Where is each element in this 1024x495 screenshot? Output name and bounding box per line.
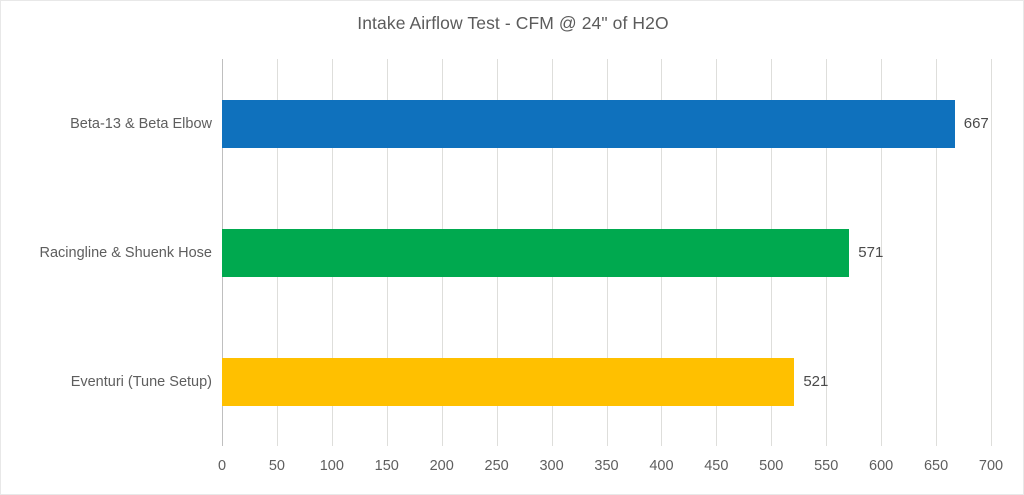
x-tick-label: 600: [869, 458, 894, 474]
bar-value-label: 667: [963, 114, 989, 132]
x-tick-label: 650: [923, 458, 949, 474]
x-tick-label: 150: [374, 458, 399, 474]
category-label: Eventuri (Tune Setup): [70, 373, 212, 390]
x-tick-label: 0: [217, 458, 227, 474]
x-tick-label: 500: [759, 458, 784, 474]
bar[interactable]: [222, 99, 955, 148]
bar[interactable]: [222, 357, 795, 406]
gridline: [991, 59, 992, 446]
bar-value-label: 571: [858, 243, 884, 261]
category-label: Racingline & Shuenk Hose: [39, 244, 213, 261]
chart-title: Intake Airflow Test - CFM @ 24" of H2O: [357, 13, 669, 33]
x-tick-label: 350: [594, 458, 619, 474]
x-tick-label: 550: [814, 458, 839, 474]
x-tick-label: 450: [704, 458, 729, 474]
x-tick-label: 200: [429, 458, 454, 474]
category-label: Beta-13 & Beta Elbow: [70, 115, 212, 132]
x-tick-label: 100: [319, 458, 344, 474]
x-tick-label: 300: [539, 458, 564, 474]
x-tick-label: 700: [978, 458, 1004, 474]
bar[interactable]: [222, 228, 850, 277]
x-tick-label: 400: [649, 458, 674, 474]
x-tick-label: 250: [484, 458, 509, 474]
x-tick-label: 50: [268, 458, 285, 474]
plot-area: [222, 59, 992, 446]
gridline: [881, 59, 883, 446]
bar-value-label: 521: [803, 372, 829, 390]
gridline: [936, 59, 938, 446]
